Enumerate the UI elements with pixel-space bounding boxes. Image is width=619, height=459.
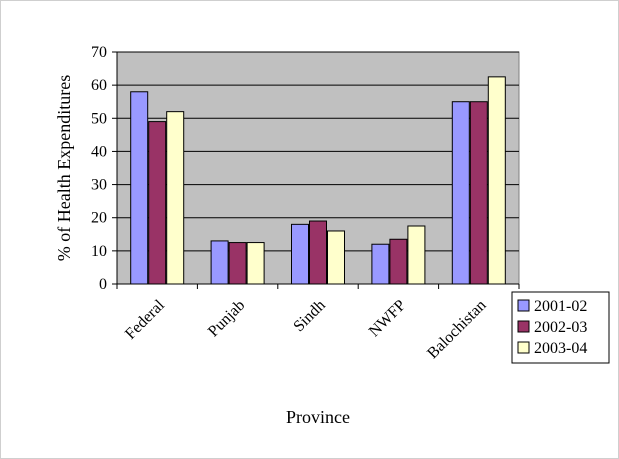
bar-2001-02-federal [130,91,149,285]
legend-swatch [517,299,530,312]
x-tick-labels: Federal Punjab Sindh NWFP Balochistan [122,296,490,362]
bar-2001-02-punjab [210,240,229,285]
bar-2003-04-sindh [327,230,345,285]
legend-label: 2001-02 [534,298,587,315]
x-axis-title: Province [286,407,350,427]
bar-2002-03-nwfp [389,238,408,285]
y-tick-label: 10 [91,243,107,260]
y-axis-title: % of Health Expenditures [54,75,74,261]
bar-2002-03-punjab [228,242,247,285]
bars [130,76,506,285]
legend-label: 2003-04 [534,340,587,357]
y-tick-label: 50 [91,110,107,127]
x-tick-label-federal: Federal [122,296,168,342]
bar-2003-04-balochistan [487,76,506,285]
bar-2001-02-sindh [291,223,309,285]
bar-2002-03-federal [148,121,167,285]
axes [112,51,520,289]
legend-swatch [517,320,530,333]
y-tick-labels: 0 10 20 30 40 50 60 70 [91,44,107,293]
bar-2001-02-nwfp [371,243,390,285]
bar-2003-04-punjab [246,242,265,285]
y-tick-label: 30 [91,177,107,194]
x-tick-label-punjab: Punjab [205,297,248,340]
legend-swatch [517,341,530,354]
x-tick-label-balochistan: Balochistan [424,297,489,362]
y-tick-label: 60 [91,77,107,94]
bar-2002-03-balochistan [469,101,488,285]
x-tick-label-nwfp: NWFP [366,297,410,341]
bar-2003-04-nwfp [407,225,426,285]
y-tick-label: 40 [91,143,107,160]
legend-label: 2002-03 [534,319,587,336]
y-tick-label: 20 [91,210,107,227]
bar-2003-04-federal [166,111,185,285]
y-tick-label: 0 [99,276,107,293]
bar-2002-03-sindh [309,220,327,285]
bar-2001-02-balochistan [451,101,470,285]
y-tick-label: 70 [91,44,107,61]
x-tick-label-sindh: Sindh [290,297,328,335]
legend: 2001-02 2002-03 2003-04 [511,291,610,364]
